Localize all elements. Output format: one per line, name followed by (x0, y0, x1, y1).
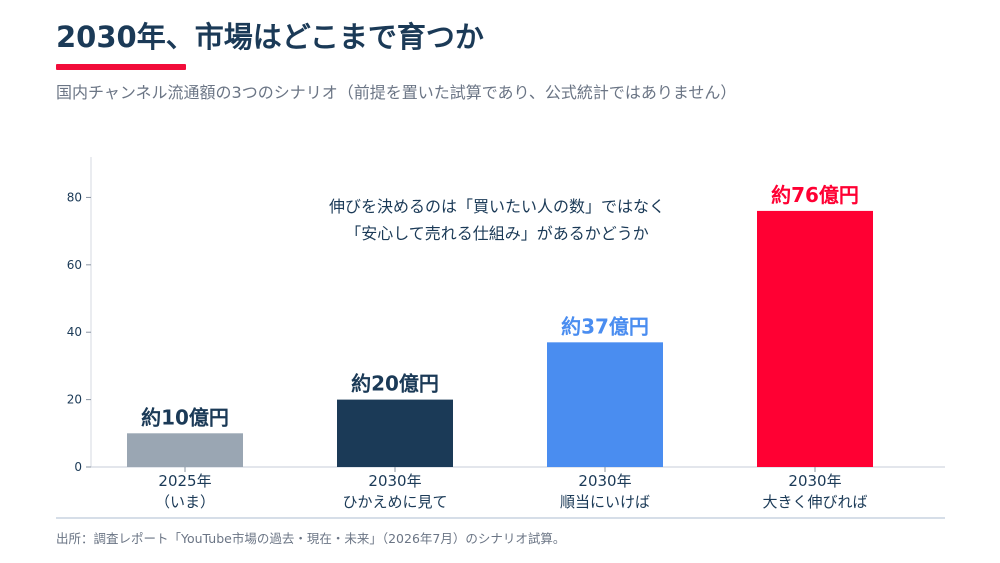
x-tick-label: ひかえめに見て (342, 493, 447, 511)
x-tick-label: 順当にいけば (560, 493, 650, 511)
x-tick-label: 2025年 (158, 472, 211, 490)
bar (337, 399, 453, 467)
annotation-line: 伸びを決めるのは「買いたい人の数」ではなく (329, 197, 665, 216)
y-tick-label: 0 (74, 460, 82, 474)
bar (547, 342, 663, 467)
chart-title: 2030年、市場はどこまで育つか (56, 20, 484, 54)
y-tick-label: 40 (67, 325, 82, 339)
bars (127, 210, 873, 468)
source-note: 出所：調査レポート「YouTube市場の過去・現在・未来」（2026年7月）のシ… (56, 531, 566, 546)
x-tick-label: 大きく伸びれば (762, 493, 867, 511)
annotation-line: 「安心して売れる仕組み」があるかどうか (345, 224, 649, 243)
y-tick-label: 60 (67, 258, 82, 272)
data-label: 約20億円 (351, 372, 439, 396)
x-tick-label: （いま） (155, 493, 215, 511)
data-label: 約76億円 (771, 183, 859, 207)
bar (757, 210, 873, 468)
y-tick-label: 80 (67, 190, 82, 204)
chart-subtitle: 国内チャンネル流通額の3つのシナリオ（前提を置いた試算であり、公式統計ではありま… (56, 83, 737, 102)
bar (127, 433, 243, 467)
data-label: 約10億円 (141, 405, 229, 429)
x-tick-label: 2030年 (368, 472, 421, 490)
x-tick-label: 2030年 (578, 472, 631, 490)
y-tick-label: 20 (67, 393, 82, 407)
x-tick-label: 2030年 (788, 472, 841, 490)
title-accent-bar (56, 64, 186, 70)
data-labels: 約10億円 約20億円 約37億円 約76億円 (141, 183, 859, 429)
data-label: 約37億円 (561, 314, 649, 338)
annotation: 伸びを決めるのは「買いたい人の数」ではなく「安心して売れる仕組み」があるかどうか (329, 197, 665, 243)
